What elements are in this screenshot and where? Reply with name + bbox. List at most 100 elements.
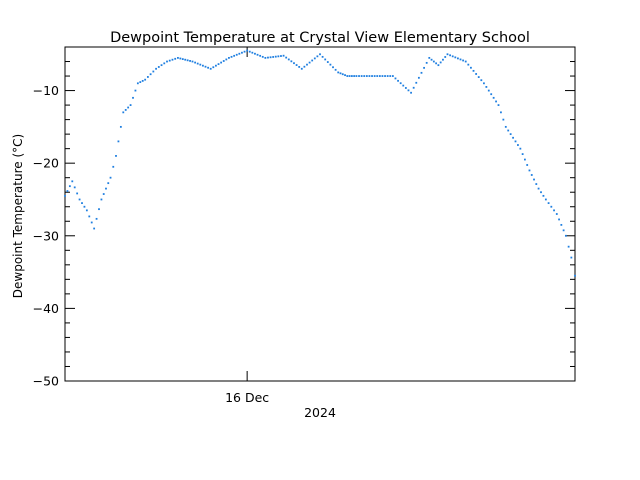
data-point [157, 66, 160, 68]
data-point [132, 96, 134, 99]
data-point [261, 55, 264, 58]
data-point [457, 57, 459, 60]
y-axis: −50 −40 −30 −20 −10 [33, 46, 575, 389]
data-point [376, 75, 379, 77]
data-point [472, 69, 475, 72]
data-point [475, 73, 478, 75]
data-point [483, 82, 485, 85]
data-point [397, 79, 399, 82]
data-point [293, 62, 295, 65]
data-point [300, 67, 303, 70]
data-point [339, 72, 342, 75]
data-point [71, 180, 74, 183]
data-point [241, 51, 243, 54]
data-point [144, 78, 147, 81]
data-point [166, 60, 168, 63]
data-point [490, 93, 493, 96]
x-axis-year-label: 2024 [304, 405, 336, 420]
data-point [191, 60, 194, 63]
data-point [212, 66, 215, 69]
data-point [365, 75, 368, 77]
data-point [537, 187, 540, 190]
data-point [90, 221, 93, 224]
data-point [574, 274, 576, 277]
data-point [346, 75, 349, 77]
data-point [334, 68, 337, 71]
data-point [64, 194, 66, 197]
data-point [530, 174, 533, 176]
data-point [168, 59, 171, 62]
data-point [146, 76, 149, 78]
data-point [500, 111, 502, 114]
data-point [544, 198, 547, 201]
data-point [256, 53, 259, 56]
data-point [316, 55, 319, 58]
data-point [439, 61, 442, 64]
plot-frame [64, 46, 576, 382]
data-point [350, 75, 353, 77]
data-point [100, 198, 103, 201]
data-point [358, 75, 360, 77]
y-tick-label: −30 [33, 228, 59, 243]
y-tick-label: −50 [33, 374, 59, 389]
data-point [517, 144, 519, 146]
data-point [509, 133, 512, 136]
data-point [243, 50, 246, 53]
data-point [507, 129, 510, 132]
data-point [136, 82, 139, 85]
data-point [228, 56, 230, 59]
data-point [194, 61, 197, 64]
data-point [149, 73, 152, 76]
plot-border [64, 46, 576, 382]
data-point [160, 64, 163, 67]
data-point [353, 75, 356, 77]
data-point [93, 227, 96, 230]
data-point [171, 58, 174, 61]
data-point [360, 75, 363, 77]
data-point [497, 104, 500, 106]
data-point [81, 202, 83, 205]
data-point [134, 89, 137, 92]
data-point [274, 55, 277, 58]
data-point [425, 61, 428, 64]
data-point [504, 125, 507, 128]
data-point [311, 59, 314, 62]
data-point [420, 71, 423, 74]
data-point [332, 66, 334, 69]
data-point [202, 64, 204, 67]
data-point [238, 52, 241, 55]
data-point [540, 191, 542, 194]
data-point [233, 54, 236, 57]
data-point [115, 155, 117, 157]
data-point [124, 109, 127, 111]
data-point [303, 65, 306, 68]
data-point [373, 75, 376, 77]
y-tick-label: −10 [33, 83, 59, 98]
data-point [177, 56, 179, 59]
data-point [324, 58, 327, 61]
data-point [199, 63, 202, 66]
data-point [502, 118, 505, 121]
data-point [290, 60, 293, 63]
data-point [269, 56, 272, 59]
data-point [533, 178, 535, 181]
data-point [308, 61, 311, 64]
data-point [348, 75, 351, 77]
data-point [222, 60, 225, 62]
data-point [76, 192, 79, 195]
data-point [321, 55, 324, 58]
data-point [68, 185, 71, 188]
data-point [437, 64, 440, 67]
data-point [451, 55, 454, 58]
data-point [459, 58, 462, 61]
data-point [558, 218, 560, 221]
data-point [432, 60, 435, 63]
data-point [196, 62, 199, 65]
data-point [412, 86, 415, 89]
data-point [449, 54, 452, 57]
data-point [83, 205, 86, 208]
data-point [371, 75, 373, 77]
data-point [285, 56, 288, 59]
data-point [444, 56, 447, 58]
data-point [112, 165, 115, 168]
